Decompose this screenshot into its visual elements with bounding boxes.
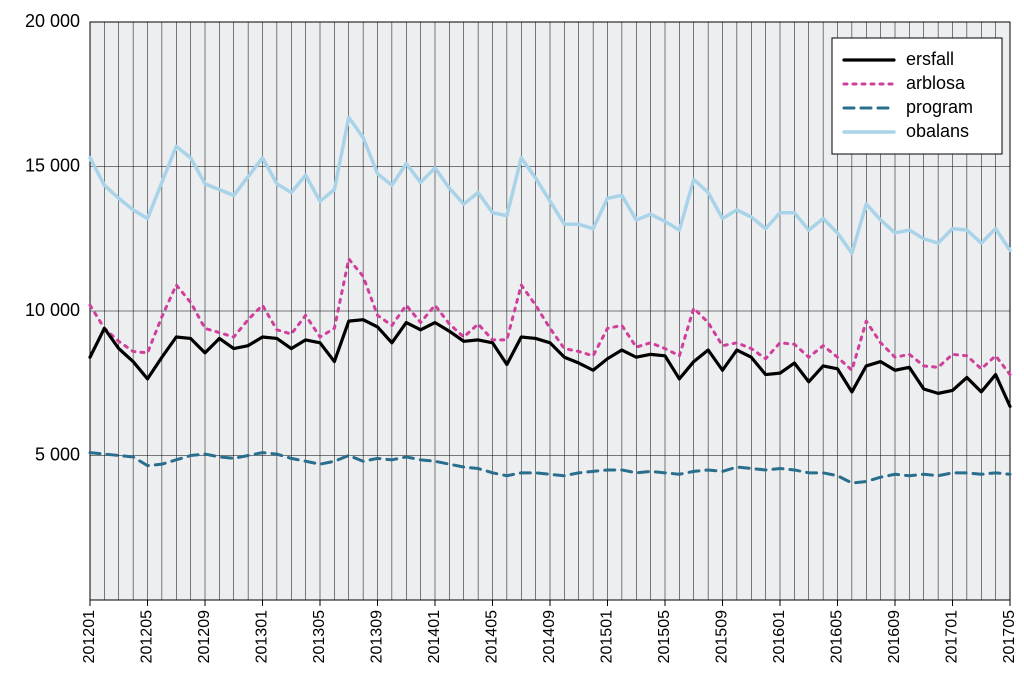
x-tick-label: 201409 <box>541 610 558 663</box>
y-tick-label: 20 000 <box>25 11 80 31</box>
x-tick-label: 201201 <box>81 610 98 663</box>
y-tick-label: 5 000 <box>35 444 80 464</box>
x-tick-label: 201205 <box>139 610 156 663</box>
legend-label-obalans: obalans <box>906 121 969 141</box>
x-tick-label: 201609 <box>886 610 903 663</box>
x-tick-label: 201301 <box>254 610 271 663</box>
legend-label-arblosa: arblosa <box>906 73 966 93</box>
x-tick-label: 201701 <box>944 610 961 663</box>
legend-label-ersfall: ersfall <box>906 49 954 69</box>
x-tick-label: 201705 <box>1001 610 1018 663</box>
x-tick-label: 201305 <box>311 610 328 663</box>
x-tick-label: 201405 <box>484 610 501 663</box>
line-chart: 5 000 10 000 15 000 20 000 201201 201205 20120… <box>0 0 1024 683</box>
x-tick-label: 201209 <box>196 610 213 663</box>
x-tick-label: 201501 <box>599 610 616 663</box>
legend-label-program: program <box>906 97 973 117</box>
x-tick-label: 201309 <box>369 610 386 663</box>
y-tick-label: 10 000 <box>25 300 80 320</box>
y-tick-label: 15 000 <box>25 155 80 175</box>
x-tick-label: 201401 <box>426 610 443 663</box>
x-tick-label: 201505 <box>656 610 673 663</box>
x-tick-label: 201605 <box>829 610 846 663</box>
x-tick-label: 201509 <box>714 610 731 663</box>
x-tick-label: 201601 <box>771 610 788 663</box>
